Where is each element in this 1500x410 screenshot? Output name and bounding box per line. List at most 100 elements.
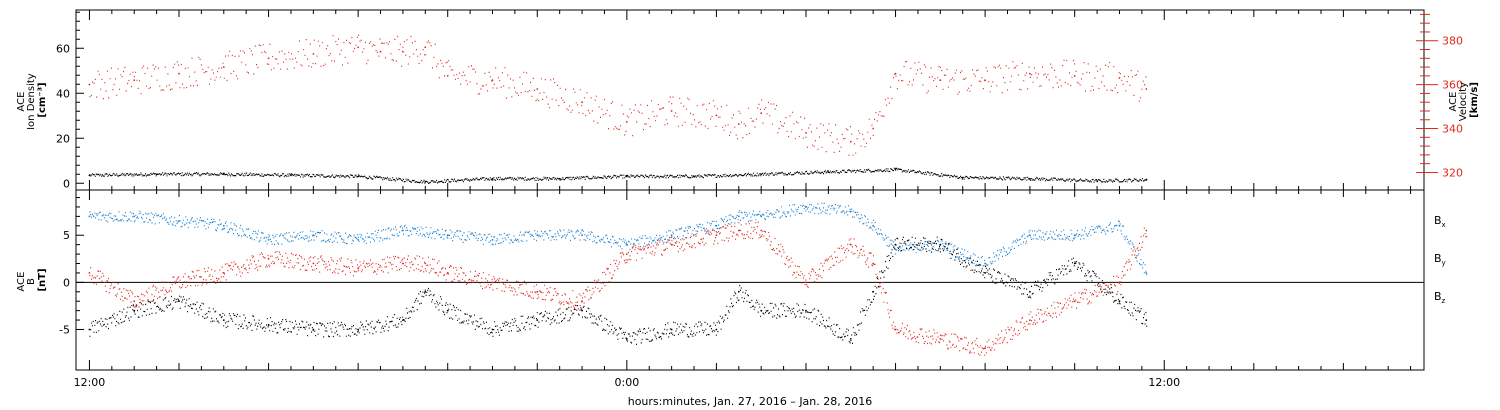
by-series-point — [491, 239, 494, 241]
bx-series-point — [1145, 319, 1148, 321]
bz-series-point — [984, 347, 986, 350]
bx-series-point — [1073, 262, 1076, 265]
ion-density-series-trace — [89, 167, 1148, 184]
by-series-point — [402, 229, 404, 232]
legend: Bx By Bz — [1434, 214, 1446, 305]
by-series-point — [222, 224, 225, 227]
density-velocity-panel: 0 20 40 60 320 340 360 380 ACE Ion Density [cm… — [16, 9, 1480, 191]
legend-bx-sub: x — [1442, 221, 1446, 229]
solar-wind-velocity-series-point — [133, 79, 136, 82]
x-axis-title: hours:minutes, Jan. 27, 2016 – Jan. 28, … — [628, 395, 873, 408]
bx-series-point — [849, 338, 852, 340]
bz-series — [88, 221, 1148, 356]
bx-series-point — [491, 328, 494, 331]
by-series-point — [1029, 234, 1031, 237]
solar-wind-velocity-series-point — [872, 127, 875, 130]
by-series-point — [1145, 272, 1148, 274]
legend-by: By — [1434, 252, 1446, 267]
bz-series-point — [715, 234, 718, 237]
magnetic-axis-tick-label: 5 — [63, 229, 70, 242]
magnetic-title-line-2: B — [26, 278, 37, 285]
legend-bz-label: B — [1434, 290, 1442, 303]
bz-series-point — [424, 262, 427, 265]
density-axis-tick-label: 20 — [56, 132, 70, 145]
bx-series-point — [581, 309, 583, 312]
magnetic-axis-title: ACE B [nT] — [16, 268, 48, 291]
density-title-line-1: ACE — [16, 92, 27, 112]
bx-series-point — [805, 309, 807, 312]
by-series-point — [312, 234, 315, 237]
solar-wind-velocity-series-point — [805, 132, 807, 134]
bx-series-point — [424, 290, 427, 293]
bz-series-point — [312, 262, 315, 265]
time-tick-label: 12:00 — [74, 376, 106, 389]
by-series-point — [1073, 234, 1076, 237]
ion-density-series-point — [491, 177, 494, 180]
solar-wind-velocity-series-point — [1073, 75, 1076, 77]
bx-series-point — [737, 290, 740, 293]
density-axis-tick-label: 0 — [63, 177, 70, 190]
legend-bx: Bx — [1434, 214, 1446, 229]
legend-by-sub: y — [1442, 259, 1446, 267]
by-series-point — [670, 234, 673, 237]
by-series-point — [357, 239, 359, 241]
density-axis-tick-label: 60 — [56, 42, 70, 55]
by-series-point — [1118, 224, 1121, 227]
solar-wind-velocity-series-point — [939, 79, 942, 82]
magnetic-title-line-1: ACE — [16, 272, 27, 292]
bottom-panel-marks — [88, 202, 1148, 356]
solar-wind-velocity-series-point — [849, 140, 852, 143]
magnetic-axis: -5 0 5 — [59, 197, 84, 336]
solar-wind-velocity-series-point — [1029, 72, 1031, 75]
magnetic-title-line-3: [nT] — [37, 268, 48, 291]
by-series-point — [133, 215, 136, 218]
by-series-point — [267, 239, 270, 241]
by-series-point — [984, 262, 986, 265]
bx-series-point — [222, 319, 225, 321]
velocity-axis-tick-label: 320 — [1442, 166, 1463, 179]
bx-series-point — [1029, 290, 1031, 293]
solar-wind-velocity-series-point — [424, 46, 427, 49]
bottom-panel-frame — [75, 189, 1425, 371]
magnetic-axis-tick-label: 0 — [63, 276, 70, 289]
bz-series-point — [357, 267, 359, 270]
bx-series-point — [536, 319, 539, 321]
by-series-trace — [89, 202, 1148, 276]
solar-wind-velocity-series-point — [670, 110, 673, 112]
by-series-point — [872, 224, 875, 227]
time-tick-label: 12:00 — [1148, 376, 1180, 389]
bz-series-point — [178, 281, 180, 284]
by-series — [88, 202, 1148, 276]
bx-series-point — [670, 328, 673, 331]
solar-wind-velocity-series-point — [760, 112, 763, 115]
solar-wind-velocity-series-point — [402, 50, 404, 53]
legend-bz-sub: z — [1442, 297, 1446, 305]
bz-series-point — [939, 338, 942, 340]
magnetic-field-panel: -5 0 5 ACE B [nT] Bx By Bz — [16, 189, 1446, 371]
bx-series-point — [133, 309, 136, 312]
density-axis: 0 20 40 60 — [56, 11, 84, 190]
bz-series-point — [1145, 229, 1148, 232]
bx-series — [88, 236, 1148, 345]
time-axis: 12:00 0:00 12:00 — [74, 10, 1412, 389]
by-series-point — [581, 234, 583, 237]
by-series-point — [446, 234, 449, 237]
solar-wind-velocity-series-point — [267, 57, 270, 60]
bz-series-point — [133, 300, 136, 303]
bz-series-point — [88, 272, 91, 274]
solar-wind-velocity-series-point — [625, 121, 628, 123]
bx-series-point — [88, 328, 91, 331]
bz-series-point — [1029, 319, 1031, 321]
legend-by-label: B — [1434, 252, 1442, 265]
solar-wind-velocity-series-point — [715, 114, 718, 117]
by-series-point — [737, 215, 740, 218]
bx-series-point — [715, 328, 718, 331]
solar-wind-velocity-series-point — [446, 75, 449, 77]
density-axis-title: ACE Ion Density [cm⁻³] — [16, 70, 48, 130]
velocity-axis-tick-label: 380 — [1442, 35, 1463, 48]
time-tick-label: 0:00 — [614, 376, 639, 389]
velocity-title-line-3: [km/s] — [1469, 82, 1480, 118]
velocity-title-line-2: Velocity — [1458, 82, 1469, 121]
bz-series-point — [491, 281, 494, 284]
bx-series-trace — [89, 236, 1148, 345]
